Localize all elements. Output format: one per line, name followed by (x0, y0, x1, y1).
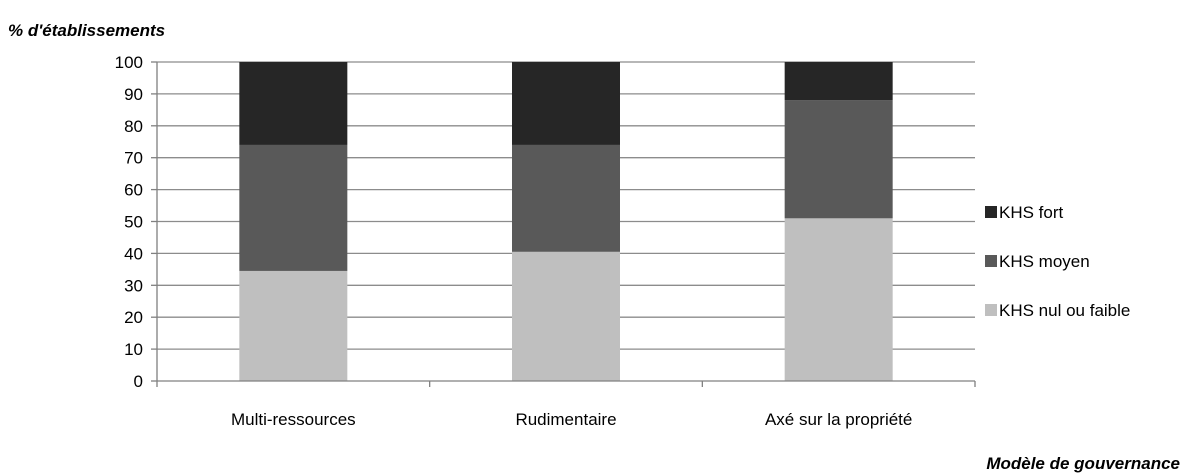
y-tick-labels: 0 10 20 30 40 50 60 70 80 90 100 (115, 53, 143, 391)
x-tick-label: Multi-ressources (231, 410, 356, 429)
y-tick-label: 50 (124, 213, 143, 232)
y-tick-label: 90 (124, 85, 143, 104)
bar-segment (239, 62, 348, 145)
legend-label: KHS moyen (999, 252, 1090, 271)
bar-segment (512, 144, 620, 252)
bar-segment (784, 100, 893, 219)
y-tick-label: 70 (124, 149, 143, 168)
legend-swatch (985, 255, 997, 267)
x-tick-labels: Multi-ressources Rudimentaire Axé sur la p… (231, 410, 912, 429)
y-axis-title: % d'établissements (8, 21, 165, 40)
y-tick-label: 10 (124, 340, 143, 359)
y-tick-label: 20 (124, 308, 143, 327)
y-tick-label: 100 (115, 53, 143, 72)
x-tick-label: Axé sur la propriété (765, 410, 912, 429)
legend: KHS fort KHS moyen KHS nul ou faible (985, 203, 1130, 320)
bar-segment (512, 62, 620, 145)
legend-label: KHS fort (999, 203, 1064, 222)
y-tick-label: 30 (124, 276, 143, 295)
bars (239, 62, 893, 381)
bar-segment (239, 270, 348, 381)
axes (151, 61, 976, 387)
x-tick-label: Rudimentaire (515, 410, 616, 429)
y-tick-label: 80 (124, 117, 143, 136)
bar-segment (512, 251, 620, 381)
y-tick-label: 0 (134, 372, 143, 391)
bar-segment (784, 218, 893, 381)
legend-label: KHS nul ou faible (999, 301, 1130, 320)
y-tick-label: 40 (124, 244, 143, 263)
legend-swatch (985, 206, 997, 218)
y-tick-label: 60 (124, 181, 143, 200)
x-axis-title: Modèle de gouvernance (986, 454, 1180, 473)
legend-swatch (985, 304, 997, 316)
bar-segment (784, 62, 893, 101)
bar-segment (239, 144, 348, 271)
